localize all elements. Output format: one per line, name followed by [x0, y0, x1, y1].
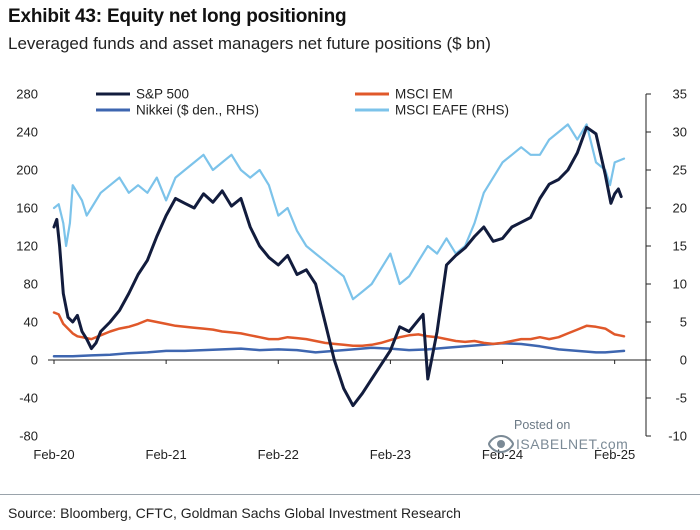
x-tick-label: Feb-25	[594, 447, 635, 462]
right-tick-label: 35	[673, 87, 687, 102]
left-tick-label: 200	[16, 163, 38, 178]
x-tick-label: Feb-22	[258, 447, 299, 462]
right-tick-label: 30	[673, 125, 687, 140]
chart-title: Exhibit 43: Equity net long positioning	[8, 6, 347, 27]
isabelnet-logo-icon	[487, 434, 515, 454]
legend-label-msci-em: MSCI EM	[395, 87, 453, 102]
watermark-posted-on: Posted on	[514, 418, 571, 432]
left-axis: -80 -40 0 40 80 120 160 200 240 280	[16, 87, 38, 444]
series-line-nikkei-den-rhs	[52, 342, 626, 358]
legend-label-nikkei-den-rhs: Nikkei ($ den., RHS)	[136, 103, 259, 118]
right-axis: -10 -5 0 5 10 15 20 25 30 35	[645, 87, 687, 444]
right-tick-label: 5	[680, 315, 687, 330]
series-layer	[52, 123, 626, 408]
right-tick-label: -10	[668, 429, 687, 444]
series-line-msci-em	[52, 311, 626, 348]
x-tick-label: Feb-24	[482, 447, 523, 462]
x-axis: Feb-20 Feb-21 Feb-22 Feb-23 Feb-24 Feb-25	[33, 359, 646, 462]
right-tick-label: 10	[673, 277, 687, 292]
left-tick-label: 280	[16, 87, 38, 102]
right-tick-label: 25	[673, 163, 687, 178]
right-tick-label: 20	[673, 201, 687, 216]
chart-subtitle: Leveraged funds and asset managers net f…	[8, 34, 491, 53]
x-tick-label: Feb-21	[146, 447, 187, 462]
legend: S&P 500 MSCI EM Nikkei ($ den., RHS) MSCI E…	[96, 87, 509, 118]
watermark-brand: ISABELNET.com	[516, 436, 629, 452]
left-tick-label: 120	[16, 239, 38, 254]
left-tick-label: 160	[16, 201, 38, 216]
left-tick-label: 240	[16, 125, 38, 140]
watermark: Posted on ISABELNET.com	[486, 418, 628, 455]
left-tick-label: 0	[31, 353, 38, 368]
left-tick-label: 80	[24, 277, 38, 292]
footer-divider	[0, 494, 700, 495]
left-tick-label: -80	[19, 429, 38, 444]
legend-label-msci-eafe-rhs: MSCI EAFE (RHS)	[395, 103, 509, 118]
right-tick-label: 15	[673, 239, 687, 254]
left-tick-label: 40	[24, 315, 38, 330]
right-tick-label: -5	[675, 391, 687, 406]
series-line-msci-eafe-rhs	[52, 123, 626, 301]
left-tick-label: -40	[19, 391, 38, 406]
x-tick-label: Feb-20	[33, 447, 74, 462]
x-tick-label: Feb-23	[370, 447, 411, 462]
source-note: Source: Bloomberg, CFTC, Goldman Sachs G…	[8, 505, 461, 521]
right-tick-label: 0	[680, 353, 687, 368]
legend-label-s-p-500: S&P 500	[136, 87, 189, 102]
series-line-s-p-500	[52, 125, 623, 408]
